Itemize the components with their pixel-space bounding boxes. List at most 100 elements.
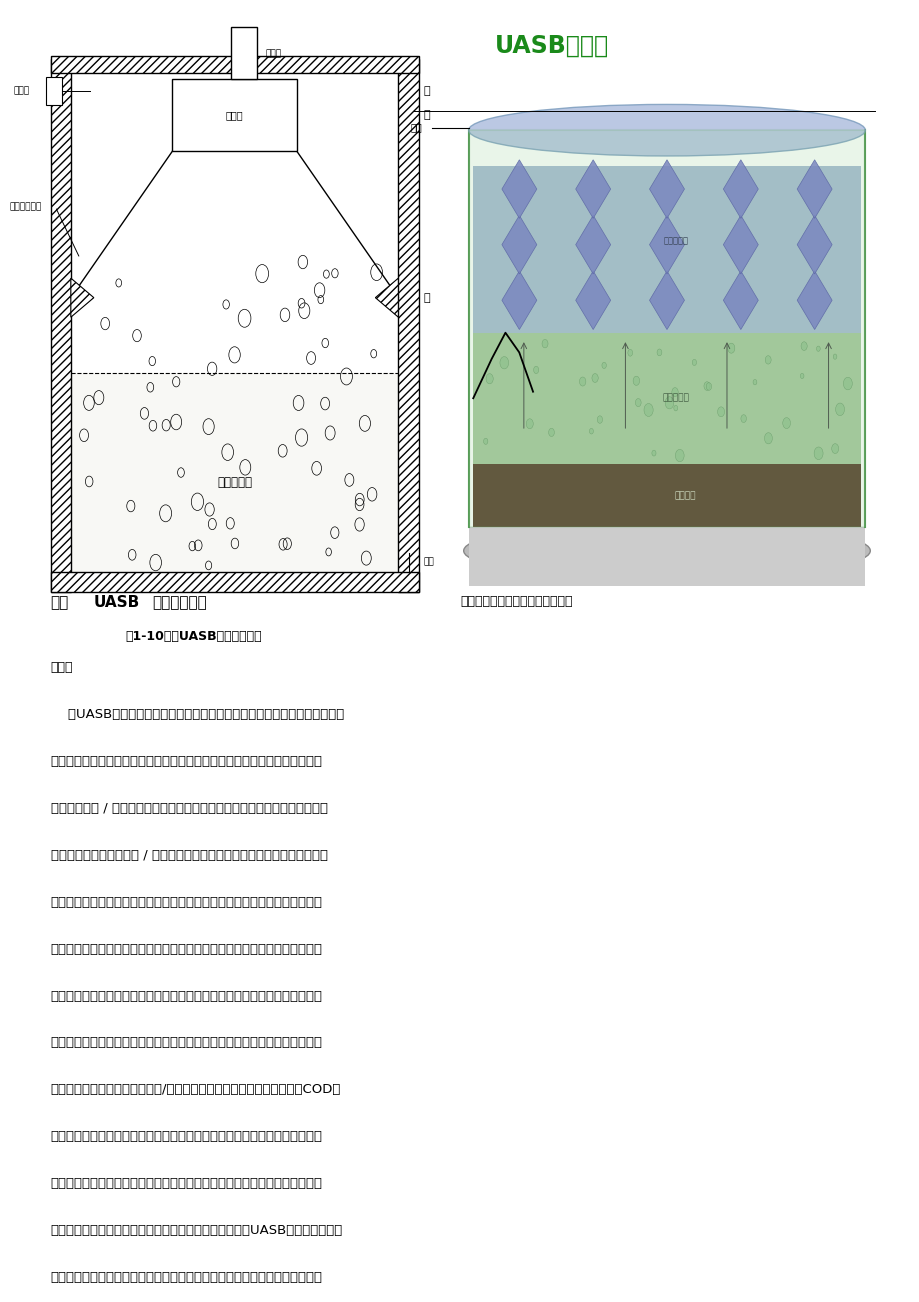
Circle shape: [831, 444, 838, 453]
Circle shape: [589, 428, 593, 434]
Polygon shape: [649, 271, 684, 329]
Circle shape: [499, 357, 508, 368]
Text: 二: 二: [423, 111, 429, 120]
Circle shape: [541, 340, 548, 348]
Bar: [468, 130, 865, 527]
Text: 反应污泥层: 反应污泥层: [662, 393, 689, 402]
Circle shape: [483, 439, 487, 444]
Text: 止重的污泥在暂时性的有机或水力负荷冲击下流失是很重要的。水力和有机（: 止重的污泥在暂时性的有机或水力负荷冲击下流失是很重要的。水力和有机（: [51, 1177, 323, 1190]
Circle shape: [596, 415, 602, 423]
Bar: [71, 73, 398, 573]
Text: 三: 三: [423, 86, 429, 96]
Text: 到一定的去除作用）。只一方面，存在一定可供污泥层膨胀的自由空间，以防: 到一定的去除作用）。只一方面，存在一定可供污泥层膨胀的自由空间，以防: [51, 1130, 323, 1143]
Circle shape: [485, 374, 493, 384]
Polygon shape: [649, 215, 684, 273]
Circle shape: [800, 342, 806, 350]
Polygon shape: [722, 271, 757, 329]
Circle shape: [816, 346, 820, 352]
Circle shape: [579, 378, 585, 387]
Text: 反应器的构成: 反应器的构成: [152, 595, 207, 611]
Text: 只要污泥层没有膨胀到沉淤器，污泥颛粒或紧状污泥就能湺回到反应室（应该: 只要污泥层没有膨胀到沉淤器，污泥颛粒或紧状污泥就能湺回到反应室（应该: [51, 990, 323, 1003]
Polygon shape: [71, 279, 94, 318]
Polygon shape: [796, 160, 831, 219]
Circle shape: [664, 397, 673, 409]
Circle shape: [601, 362, 606, 368]
Circle shape: [703, 381, 709, 391]
Text: 三相分离器: 三相分离器: [663, 237, 688, 246]
Circle shape: [656, 349, 661, 355]
Text: 气液固分离板: 气液固分离板: [9, 202, 41, 211]
Polygon shape: [796, 271, 831, 329]
Circle shape: [717, 406, 724, 417]
Circle shape: [753, 379, 756, 385]
Polygon shape: [502, 215, 537, 273]
Text: 进水: 进水: [423, 557, 434, 566]
Bar: [472, 464, 860, 527]
Text: 出水: 出水: [411, 122, 422, 133]
Bar: [51, 59, 71, 592]
Text: 布水系统: 布水系统: [674, 491, 696, 500]
Polygon shape: [502, 160, 537, 219]
Text: 认识到有时污泥层膨胀到沉淤器中不是一件坏事。相反，存在于沉淤器内的膨: 认识到有时污泥层膨胀到沉淤器中不是一件坏事。相反，存在于沉淤器内的膨: [51, 1036, 323, 1049]
Circle shape: [627, 349, 632, 357]
Circle shape: [632, 376, 639, 385]
Circle shape: [727, 344, 734, 353]
Bar: [472, 165, 860, 333]
Polygon shape: [649, 160, 684, 219]
Text: 部并将反应器分为下部的反应区和上部的沉淤区。为了在沉淤器中取得对上升: 部并将反应器分为下部的反应区和上部的沉淤区。为了在沉淤器中取得对上升: [51, 755, 323, 768]
Polygon shape: [722, 215, 757, 273]
Text: 挡板还有利于减少反应室内高产气量所造成的液体紧动。反应器的设计应该是: 挡板还有利于减少反应室内高产气量所造成的液体紧动。反应器的设计应该是: [51, 943, 323, 956]
Circle shape: [706, 383, 711, 391]
Bar: [231, 27, 256, 79]
Circle shape: [800, 374, 803, 379]
Ellipse shape: [468, 104, 865, 156]
Circle shape: [526, 419, 533, 428]
Text: 产气率）负荷两者都会影响到污泥层以及污泥床的膨胀。UASB系统原理是在形: 产气率）负荷两者都会影响到污泥层以及污泥床的膨胀。UASB系统原理是在形: [51, 1224, 343, 1237]
Text: 出水堰: 出水堰: [13, 87, 29, 95]
Circle shape: [740, 415, 745, 423]
Text: 可能有效地分离从污泥床 / 层中产生的沼气，特别是在高负荷的情况下，在集: 可能有效地分离从污泥床 / 层中产生的沼气，特别是在高负荷的情况下，在集: [51, 849, 327, 862]
Circle shape: [813, 447, 823, 460]
Polygon shape: [575, 271, 610, 329]
Polygon shape: [796, 215, 831, 273]
Text: 集气室: 集气室: [225, 111, 244, 120]
Bar: [472, 333, 860, 464]
Text: 离器。: 离器。: [51, 661, 73, 674]
Bar: [468, 527, 865, 586]
Circle shape: [782, 418, 789, 428]
Circle shape: [591, 374, 597, 383]
Text: 图1-10平流UASB反应器示意图: 图1-10平流UASB反应器示意图: [125, 630, 261, 643]
Circle shape: [643, 404, 652, 417]
Ellipse shape: [463, 521, 869, 579]
Polygon shape: [575, 215, 610, 273]
Circle shape: [834, 404, 844, 415]
Bar: [71, 372, 398, 573]
Text: 流中污泥紧体 / 颛粒的满意的沉淤效果，三相分离器第一个主要的目的就是尽: 流中污泥紧体 / 颛粒的满意的沉淤效果，三相分离器第一个主要的目的就是尽: [51, 802, 327, 815]
Circle shape: [765, 355, 770, 365]
Text: 颗粒污泥层: 颗粒污泥层: [217, 477, 252, 490]
Text: 成沉降性能良好的污泥凝聚体的基础上，并结合在反应器内设置污泥沉淤系统: 成沉降性能良好的污泥凝聚体的基础上，并结合在反应器内设置污泥沉淤系统: [51, 1271, 323, 1284]
Text: 一: 一: [423, 293, 429, 302]
Polygon shape: [722, 160, 757, 219]
Circle shape: [635, 398, 641, 406]
Text: UASB: UASB: [94, 595, 140, 611]
Polygon shape: [375, 279, 398, 318]
Bar: [51, 56, 418, 73]
Bar: [398, 59, 418, 592]
Text: 在UASB反应器中最重要的设备是三相分离器，这一设备安装在反应器的顶: 在UASB反应器中最重要的设备是三相分离器，这一设备安装在反应器的顶: [51, 708, 344, 721]
Text: 胀的泥层将网捋分散的污泥颛粒/紧体，同时它还对可生物降解的溶解性COD起: 胀的泥层将网捋分散的污泥颛粒/紧体，同时它还对可生物降解的溶解性COD起: [51, 1083, 341, 1096]
Polygon shape: [575, 160, 610, 219]
Circle shape: [833, 354, 836, 359]
Circle shape: [533, 366, 539, 374]
Polygon shape: [502, 271, 537, 329]
Text: 配水系统、反应器的池体和三相分: 配水系统、反应器的池体和三相分: [460, 595, 572, 608]
Text: 气室下面反射板的作用是防止沼气通过集气室之间的缝隙邀出到沉淤室，另外: 气室下面反射板的作用是防止沼气通过集气室之间的缝隙邀出到沉淤室，另外: [51, 896, 323, 909]
Bar: [46, 77, 62, 105]
Bar: [173, 79, 296, 151]
Circle shape: [671, 388, 677, 397]
Circle shape: [652, 450, 655, 456]
Circle shape: [673, 405, 677, 411]
Circle shape: [843, 378, 851, 389]
Text: 二、: 二、: [51, 595, 69, 611]
Bar: [51, 573, 418, 592]
